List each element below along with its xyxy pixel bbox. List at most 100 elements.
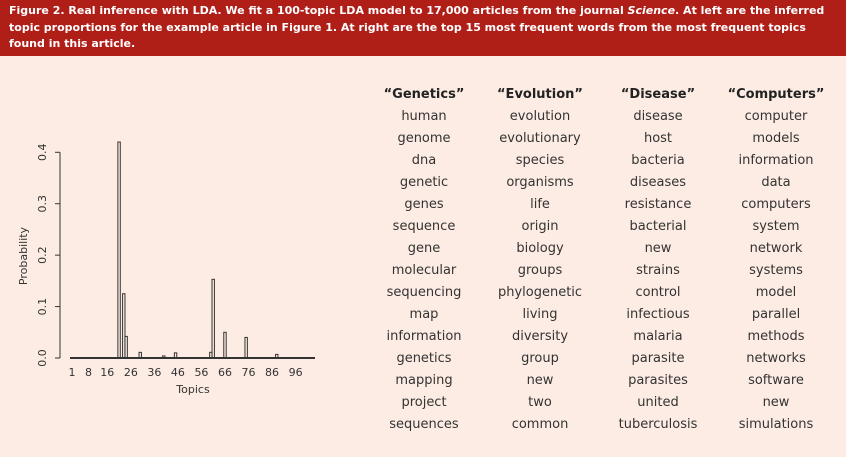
topic-word: model: [756, 285, 796, 300]
y-tick-label: 0.4: [36, 144, 49, 162]
topic-word: genetics: [396, 351, 451, 366]
topic-word: mapping: [395, 373, 452, 388]
topic-word: tuberculosis: [619, 417, 698, 432]
topic-word: system: [753, 219, 800, 234]
topic-word: resistance: [625, 197, 692, 212]
bar-topic-23: [122, 293, 126, 359]
topic-word: new: [645, 241, 672, 256]
figure-caption: Figure 2. Real inference with LDA. We fi…: [0, 0, 846, 56]
bar-topic-40: [162, 355, 166, 359]
topic-word: methods: [748, 329, 805, 344]
topic-word: origin: [521, 219, 558, 234]
x-tick-label: 46: [171, 366, 185, 379]
topic-word: simulations: [739, 417, 814, 432]
topic-word: evolution: [510, 109, 570, 124]
topic-word: network: [750, 241, 803, 256]
topic-word: new: [763, 395, 790, 410]
topic-word: parasites: [628, 373, 688, 388]
topic-word: sequencing: [387, 285, 462, 300]
bar-topic-30: [138, 351, 142, 359]
topic-word: models: [752, 131, 799, 146]
topic-word: networks: [746, 351, 806, 366]
topic-word: molecular: [392, 263, 457, 278]
topic-word: strains: [636, 263, 680, 278]
topic-word: bacterial: [630, 219, 687, 234]
bar-topic-21: [117, 141, 121, 359]
topic-word: evolutionary: [499, 131, 581, 146]
y-tick-label: 0.1: [36, 298, 49, 316]
topic-word: gene: [408, 241, 441, 256]
caption-text-part2: . At left are the inferred topic proport…: [9, 4, 825, 50]
topic-word: software: [748, 373, 804, 388]
y-tick-label: 0.0: [36, 349, 49, 367]
topic-word: malaria: [633, 329, 682, 344]
topic-word: infectious: [626, 307, 689, 322]
topic-word: information: [386, 329, 461, 344]
plot-bars: [70, 141, 315, 359]
topic-word: project: [401, 395, 446, 410]
topic-header: “Computers”: [728, 87, 825, 102]
topic-word: genome: [397, 131, 450, 146]
x-tick-label: 16: [100, 366, 114, 379]
topic-word: diseases: [630, 175, 686, 190]
topic-word: computer: [745, 109, 808, 124]
topic-word: parasite: [631, 351, 684, 366]
x-tick-label: 66: [218, 366, 232, 379]
topic-word: species: [516, 153, 565, 168]
topic-word: sequences: [389, 417, 459, 432]
topic-word: living: [522, 307, 557, 322]
topic-proportions-chart: 0.0 0.1 0.2 0.3 0.4 1 8 16 26 36 46 56 66 76 86 96 Topi…: [17, 87, 825, 432]
topic-word: organisms: [506, 175, 574, 190]
x-tick-label: 26: [124, 366, 138, 379]
bar-topic-61: [211, 278, 215, 359]
topic-word: control: [635, 285, 680, 300]
topic-word: genetic: [400, 175, 448, 190]
topic-header: “Disease”: [621, 87, 695, 102]
topic-word: dna: [412, 153, 436, 168]
bar-topic-88: [275, 353, 279, 359]
topic-word: bacteria: [631, 153, 684, 168]
topic-word: human: [401, 109, 446, 124]
topic-word: information: [738, 153, 813, 168]
bar-topic-24: [124, 335, 128, 359]
plot-axes: 0.0 0.1 0.2 0.3 0.4 1 8 16 26 36 46 56 66 76 86 96: [36, 144, 303, 379]
topic-word: systems: [749, 263, 803, 278]
x-axis-title: Topics: [175, 383, 210, 396]
bar-topic-45: [173, 352, 178, 359]
topic-word: diversity: [512, 329, 568, 344]
topic-word: computers: [741, 197, 811, 212]
topic-word: groups: [518, 263, 563, 278]
caption-label: Figure 2.: [9, 4, 65, 17]
bar-topic-75: [244, 336, 248, 359]
x-tick-label: 56: [194, 366, 208, 379]
caption-text-part1: Real inference with LDA. We fit a 100-to…: [68, 4, 628, 17]
topic-word: common: [512, 417, 569, 432]
y-tick-label: 0.3: [36, 195, 49, 213]
topic-word: host: [644, 131, 672, 146]
topic-word: sequence: [393, 219, 456, 234]
topic-word: data: [761, 175, 790, 190]
caption-journal: Science: [627, 4, 676, 17]
x-tick-label: 1: [69, 366, 76, 379]
topic-word: life: [530, 197, 550, 212]
topic-words-table: “Genetics” human genome dna genetic genes sequ…: [384, 87, 825, 432]
topic-word: united: [637, 395, 678, 410]
x-tick-label: 8: [85, 366, 92, 379]
x-tick-label: 96: [289, 366, 303, 379]
topic-word: new: [527, 373, 554, 388]
topic-word: genes: [404, 197, 443, 212]
topic-header: “Evolution”: [497, 87, 583, 102]
topic-word: two: [528, 395, 552, 410]
topic-word: disease: [633, 109, 682, 124]
topic-word: map: [410, 307, 439, 322]
topic-header: “Genetics”: [384, 87, 465, 102]
y-axis-title: Probability: [17, 226, 30, 285]
topic-word: biology: [516, 241, 564, 256]
topic-word: group: [521, 351, 559, 366]
x-tick-label: 36: [147, 366, 161, 379]
topic-word: phylogenetic: [498, 285, 582, 300]
x-tick-label: 86: [265, 366, 279, 379]
y-tick-label: 0.2: [36, 246, 49, 264]
topic-word: parallel: [752, 307, 800, 322]
